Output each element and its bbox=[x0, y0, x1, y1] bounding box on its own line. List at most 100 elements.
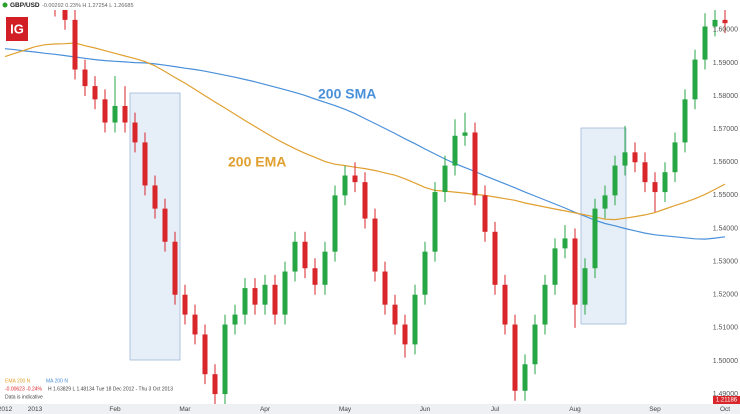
candle-body bbox=[232, 314, 238, 325]
legend-dates: Tue 18 Dec 2012 - Thu 3 Oct 2013 bbox=[96, 386, 173, 392]
x-tick-label: 2013 bbox=[28, 406, 43, 413]
x-axis-band bbox=[0, 404, 740, 414]
ma-line bbox=[4, 42, 726, 221]
quote: -0.00292 0.23% H 1.27254 L 1.26685 bbox=[42, 3, 134, 9]
x-tick-label: Aug bbox=[569, 406, 581, 413]
candle-body bbox=[632, 152, 638, 163]
y-tick-label: 1.57000 bbox=[713, 126, 738, 133]
candle-body bbox=[272, 284, 278, 315]
candle-body bbox=[302, 241, 308, 269]
line-label: 200 SMA bbox=[318, 86, 376, 102]
candle-body bbox=[592, 208, 598, 269]
legend-ema: EMA 200 N bbox=[5, 378, 31, 384]
y-tick-label: 1.52000 bbox=[713, 292, 738, 299]
candle-body bbox=[92, 86, 98, 100]
x-tick-label: May bbox=[339, 406, 352, 413]
x-tick-label: Jul bbox=[491, 406, 500, 413]
plot bbox=[4, 10, 728, 404]
candle-body bbox=[692, 59, 698, 100]
candle-body bbox=[622, 152, 628, 166]
y-tick-label: 1.50000 bbox=[713, 358, 738, 365]
highlight-box bbox=[580, 127, 627, 325]
price-tag bbox=[713, 396, 740, 404]
candle-body bbox=[162, 208, 168, 242]
x-tick-label: Feb bbox=[109, 406, 121, 413]
y-tick-label: 1.60000 bbox=[713, 27, 738, 34]
candle-body bbox=[652, 182, 658, 193]
candle-body bbox=[282, 271, 288, 315]
candle-body bbox=[252, 288, 258, 305]
candle-body bbox=[322, 251, 328, 285]
instrument: GBP/USD bbox=[10, 2, 40, 9]
candle-body bbox=[502, 284, 508, 325]
candle-body bbox=[532, 324, 538, 365]
candle-body bbox=[382, 271, 388, 305]
candle-body bbox=[422, 251, 428, 295]
status-dot bbox=[2, 2, 8, 8]
candle-body bbox=[82, 69, 88, 87]
x-tick-label: Oct bbox=[720, 406, 730, 413]
candle-body bbox=[522, 364, 528, 391]
candle-body bbox=[642, 162, 648, 183]
candle-body bbox=[112, 105, 118, 123]
y-tick-label: 1.49000 bbox=[713, 391, 738, 398]
candle-body bbox=[412, 294, 418, 345]
candle-body bbox=[102, 99, 108, 123]
candle-body bbox=[602, 195, 608, 209]
y-tick-label: 1.51000 bbox=[713, 325, 738, 332]
y-tick-label: 1.54000 bbox=[713, 225, 738, 232]
x-tick-label: Mar bbox=[179, 406, 191, 413]
candle-body bbox=[442, 165, 448, 193]
y-tick-label: 1.55000 bbox=[713, 192, 738, 199]
candle-body bbox=[122, 105, 128, 123]
candle-body bbox=[492, 231, 498, 285]
candle-body bbox=[562, 238, 568, 249]
candle-body bbox=[62, 10, 68, 20]
candle-body bbox=[452, 135, 458, 166]
candle-body bbox=[202, 334, 208, 375]
y-tick-label: 1.53000 bbox=[713, 258, 738, 265]
candle-body bbox=[342, 175, 348, 196]
ma-line bbox=[4, 48, 726, 240]
x-tick-label: Jun bbox=[420, 406, 431, 413]
candle-body bbox=[722, 19, 728, 24]
line-label: 200 EMA bbox=[228, 154, 286, 170]
legend-change: -0.00623 -0.24% bbox=[5, 386, 43, 392]
candle-body bbox=[242, 288, 248, 315]
candle-body bbox=[212, 374, 218, 395]
highlight-box bbox=[129, 92, 181, 361]
logo-text: IG bbox=[10, 21, 24, 36]
candle-body bbox=[352, 175, 358, 183]
candle-body bbox=[572, 238, 578, 305]
candle-body bbox=[132, 122, 138, 143]
candle-body bbox=[292, 241, 298, 272]
candle-body bbox=[462, 132, 468, 136]
candle-body bbox=[392, 304, 398, 325]
candle-body bbox=[512, 324, 518, 391]
candle-body bbox=[552, 248, 558, 285]
price-tag-text: 1.21186 bbox=[716, 398, 738, 404]
candle-body bbox=[682, 99, 688, 143]
candle-body bbox=[152, 185, 158, 209]
candle-body bbox=[142, 142, 148, 186]
candle-body bbox=[432, 192, 438, 252]
x-tick-label: Apr bbox=[260, 406, 271, 413]
candle-body bbox=[72, 19, 78, 70]
legend-note: Data is indicative bbox=[5, 394, 43, 400]
y-tick-label: 1.58000 bbox=[713, 93, 738, 100]
candle-body bbox=[472, 132, 478, 196]
candle-body bbox=[712, 19, 718, 27]
candle-body bbox=[172, 241, 178, 295]
candle-body bbox=[582, 268, 588, 305]
y-tick-label: 1.59000 bbox=[713, 60, 738, 67]
logo bbox=[6, 17, 28, 41]
candle-body bbox=[332, 195, 338, 252]
candle-body bbox=[612, 165, 618, 196]
candle-body bbox=[702, 26, 708, 60]
legend-range: H 1.63829 L 1.48134 bbox=[48, 386, 95, 392]
legend-ma: MA 200 N bbox=[46, 378, 68, 384]
candle-body bbox=[182, 294, 188, 315]
candle-body bbox=[262, 284, 268, 305]
candle-body bbox=[312, 268, 318, 285]
